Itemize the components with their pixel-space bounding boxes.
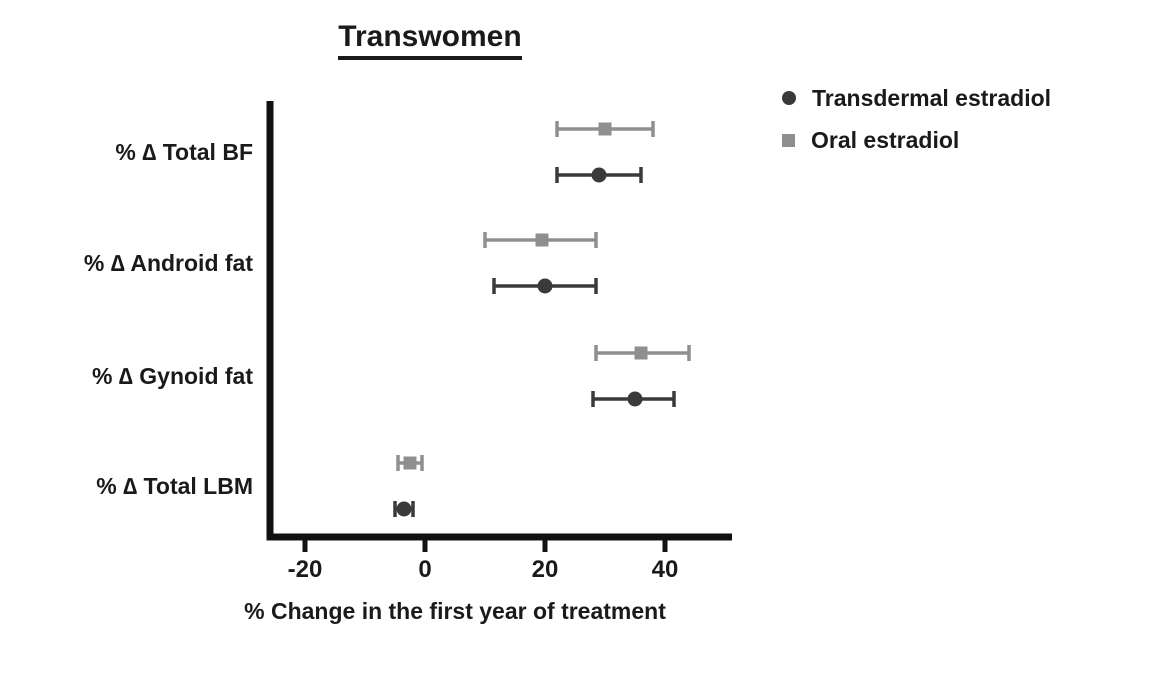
series-transdermal-estradiol: [393, 167, 676, 517]
square-marker-icon: [782, 133, 795, 147]
data-point-circle: [396, 501, 412, 517]
legend-item-transdermal-estradiol: Transdermal estradiol: [782, 84, 1051, 112]
data-point-square: [634, 346, 648, 360]
series-oral-estradiol: [396, 121, 691, 471]
legend-label-oral: Oral estradiol: [811, 126, 960, 153]
x-tick-label: 0: [418, 556, 431, 583]
data-point-square: [598, 122, 612, 136]
chart-title-text: Transwomen: [338, 20, 522, 60]
legend-item-oral-estradiol: Oral estradiol: [782, 126, 1051, 154]
data-point-square: [403, 456, 417, 470]
category-label: % ∆ Total BF: [115, 139, 253, 165]
legend: Transdermal estradiol Oral estradiol: [782, 84, 1051, 168]
x-tick-label: 40: [652, 556, 679, 583]
chart-title: Transwomen: [250, 20, 610, 60]
circle-marker-icon: [782, 91, 796, 105]
data-point-square: [535, 233, 549, 247]
category-label: % ∆ Android fat: [84, 250, 253, 276]
legend-label-transdermal: Transdermal estradiol: [812, 84, 1052, 111]
x-tick-label: 20: [532, 556, 559, 583]
data-point-circle: [591, 167, 607, 183]
category-label: % ∆ Total LBM: [96, 473, 253, 499]
data-point-circle: [537, 278, 553, 294]
category-label: % ∆ Gynoid fat: [92, 363, 253, 389]
data-point-circle: [627, 391, 643, 407]
x-axis-title: % Change in the first year of treatment: [244, 598, 666, 624]
x-tick-label: -20: [288, 556, 323, 583]
